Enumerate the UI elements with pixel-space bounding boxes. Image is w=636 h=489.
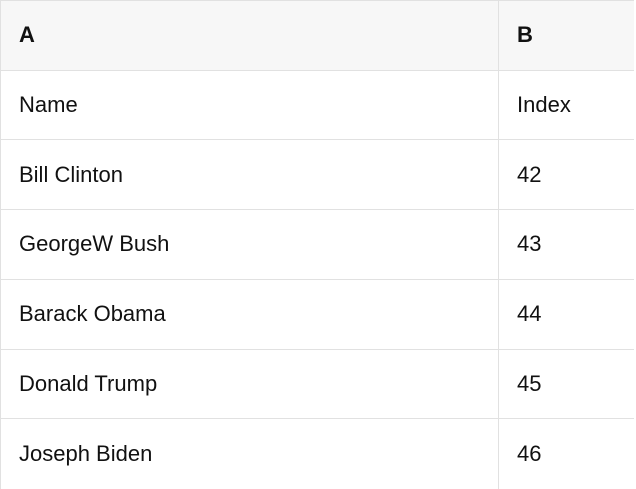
table-row: Joseph Biden 46 <box>1 419 634 489</box>
cell-text: 42 <box>517 161 542 187</box>
table-row: Barack Obama 44 <box>1 279 634 350</box>
cell-b3[interactable]: 43 <box>498 210 634 279</box>
column-header-label-a: A <box>19 22 35 48</box>
cell-a2[interactable]: Bill Clinton <box>1 140 498 209</box>
column-header-label-b: B <box>517 22 533 48</box>
cell-text: 44 <box>517 301 542 327</box>
cell-text: Donald Trump <box>19 370 158 396</box>
cell-text: Name <box>19 92 78 118</box>
column-header-cell-b[interactable]: B <box>498 1 634 70</box>
cell-text: Index <box>517 92 571 118</box>
cell-text: GeorgeW Bush <box>19 231 170 257</box>
cell-a1[interactable]: Name <box>1 71 498 140</box>
cell-b5[interactable]: 45 <box>498 349 634 419</box>
cell-text: 45 <box>517 370 542 396</box>
cell-b1[interactable]: Index <box>498 70 634 140</box>
cell-b2[interactable]: 42 <box>498 140 634 210</box>
cell-a3[interactable]: GeorgeW Bush <box>1 210 498 279</box>
cell-b6[interactable]: 46 <box>498 419 634 489</box>
cell-a4[interactable]: Barack Obama <box>1 280 498 349</box>
table-row: Donald Trump 45 <box>1 349 634 420</box>
table-row: GeorgeW Bush 43 <box>1 210 634 280</box>
cell-text: Bill Clinton <box>19 161 123 187</box>
cell-text: 46 <box>517 441 542 467</box>
cell-b4[interactable]: 44 <box>498 279 634 349</box>
cell-a5[interactable]: Donald Trump <box>1 350 498 419</box>
table-row: Bill Clinton 42 <box>1 140 634 211</box>
table-row: Name Index <box>1 70 634 141</box>
cell-text: Joseph Biden <box>19 441 153 467</box>
cell-text: Barack Obama <box>19 301 166 327</box>
cell-a6[interactable]: Joseph Biden <box>1 419 498 489</box>
column-header-row: A B <box>1 1 634 71</box>
cell-text: 43 <box>517 231 542 257</box>
column-header-cell-a[interactable]: A <box>1 1 498 70</box>
